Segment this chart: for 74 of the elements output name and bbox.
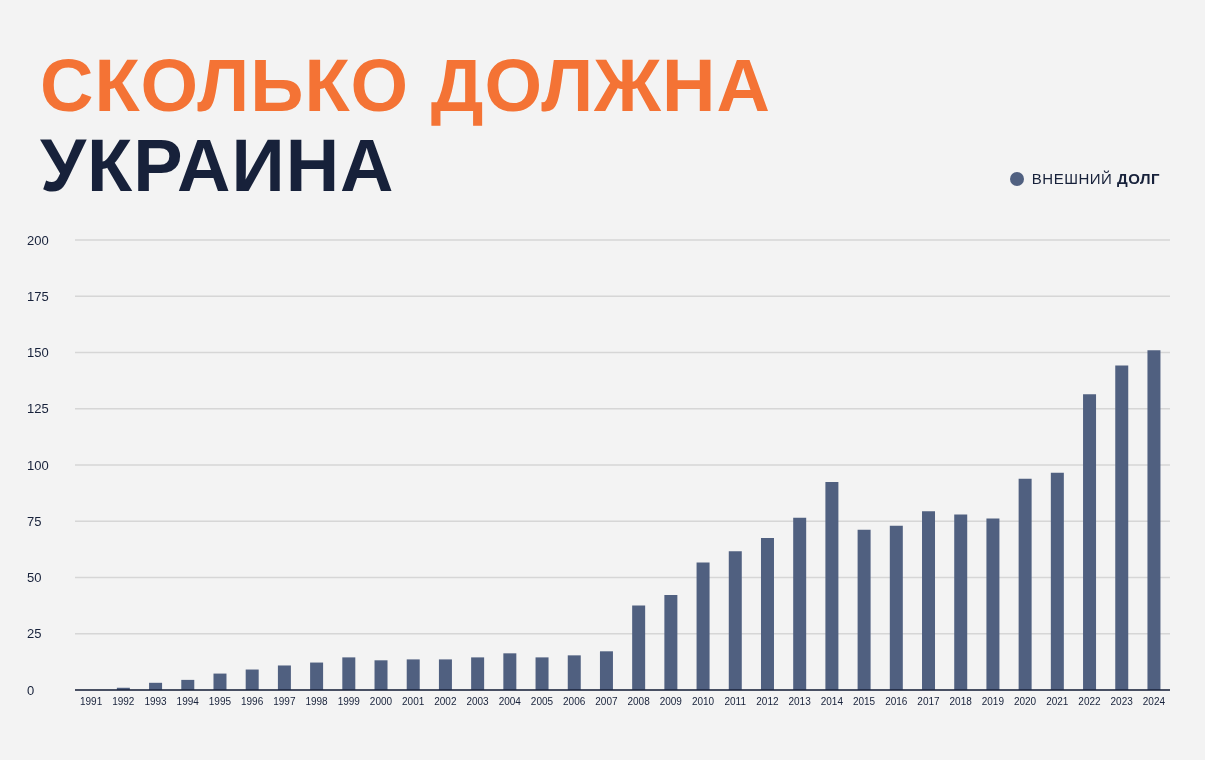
bar — [1083, 394, 1097, 690]
x-tick-label: 2005 — [530, 696, 554, 708]
bar — [889, 525, 903, 690]
x-tick-label: 2010 — [691, 696, 715, 708]
x-tick-label: 2016 — [885, 696, 908, 708]
y-tick-label: 100 — [27, 457, 49, 473]
y-tick-label: 75 — [27, 513, 42, 529]
bar — [245, 669, 259, 690]
x-tick-label: 2003 — [466, 696, 490, 708]
x-tick-label: 2024 — [1142, 696, 1166, 708]
x-tick-label: 2011 — [724, 696, 747, 708]
x-tick-label: 2014 — [820, 696, 844, 708]
x-tick-label: 2002 — [434, 696, 457, 708]
y-tick-label: 0 — [27, 682, 35, 698]
x-tick-label: 2006 — [563, 696, 586, 708]
x-tick-label: 2008 — [627, 696, 651, 708]
y-tick-label: 25 — [27, 626, 42, 642]
x-tick-label: 2021 — [1046, 696, 1069, 708]
x-tick-label: 1992 — [112, 696, 135, 708]
x-tick-label: 2018 — [949, 696, 973, 708]
x-tick-label: 2013 — [788, 696, 812, 708]
bar — [696, 562, 710, 690]
x-tick-label: 2023 — [1110, 696, 1134, 708]
x-tick-label: 2000 — [369, 696, 393, 708]
x-tick-label: 1998 — [305, 696, 329, 708]
bar — [857, 529, 871, 690]
bar — [503, 653, 517, 690]
bar — [1050, 472, 1064, 690]
x-tick-label: 1999 — [337, 696, 361, 708]
y-tick-label: 175 — [27, 288, 49, 304]
bar — [986, 518, 1000, 690]
bar — [760, 537, 774, 690]
bar — [922, 511, 936, 690]
x-tick-label: 2020 — [1013, 696, 1037, 708]
bar — [599, 651, 613, 690]
bar — [793, 517, 807, 690]
bar — [825, 481, 839, 690]
bar — [664, 595, 678, 690]
x-tick-label: 2007 — [595, 696, 618, 708]
x-tick-label: 2004 — [498, 696, 522, 708]
bar — [471, 657, 485, 690]
x-tick-label: 2017 — [917, 696, 941, 708]
bar — [374, 660, 388, 690]
bar — [342, 657, 356, 690]
bar — [632, 605, 646, 690]
x-tick-label: 1997 — [273, 696, 296, 708]
bar — [535, 657, 549, 690]
x-tick-label: 1996 — [241, 696, 264, 708]
y-tick-label: 50 — [27, 570, 42, 586]
bar — [406, 659, 420, 690]
bar — [567, 655, 581, 690]
x-tick-label: 1991 — [79, 696, 103, 708]
bar — [1018, 478, 1032, 690]
bar — [954, 514, 968, 690]
legend-label: ВНЕШНИЙ ДОЛГ — [1031, 170, 1160, 187]
bar — [1147, 350, 1161, 690]
x-tick-label: 2019 — [981, 696, 1005, 708]
bar — [310, 662, 324, 690]
x-tick-label: 2001 — [402, 696, 425, 708]
x-tick-label: 2009 — [659, 696, 683, 708]
x-tick-label: 1994 — [176, 696, 200, 708]
y-tick-label: 150 — [27, 345, 49, 361]
y-tick-label: 200 — [27, 232, 49, 248]
x-tick-label: 2022 — [1078, 696, 1102, 708]
x-tick-label: 2015 — [852, 696, 876, 708]
bar — [277, 665, 291, 690]
y-tick-label: 125 — [27, 401, 49, 417]
x-tick-label: 2012 — [756, 696, 779, 708]
x-tick-label: 1993 — [144, 696, 168, 708]
bar — [1115, 365, 1129, 690]
bar — [213, 673, 227, 690]
bar — [438, 659, 452, 690]
x-tick-label: 1995 — [208, 696, 232, 708]
bar — [728, 551, 742, 690]
